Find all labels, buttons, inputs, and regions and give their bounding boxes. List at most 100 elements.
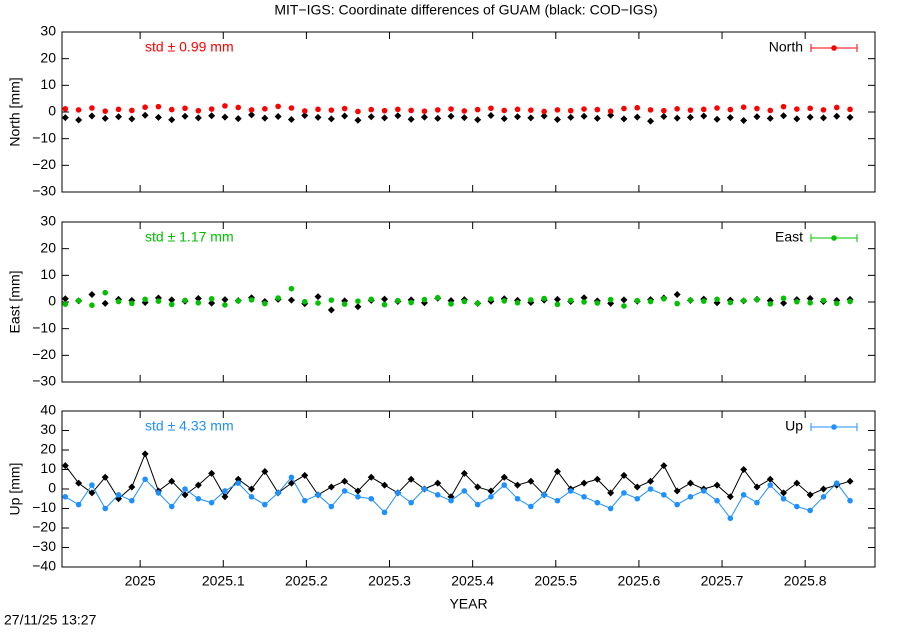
- data-point: [354, 487, 362, 495]
- data-point: [846, 113, 854, 121]
- data-point: [488, 296, 494, 302]
- data-point: [408, 499, 414, 506]
- data-point: [620, 471, 628, 479]
- y-tick-label: 30: [40, 213, 56, 229]
- data-point: [740, 492, 747, 498]
- data-point: [75, 297, 82, 304]
- y-tick-label: 30: [40, 421, 56, 437]
- y-tick-label: −40: [32, 558, 56, 574]
- data-point: [474, 483, 482, 491]
- y-tick-label: 0: [48, 480, 56, 496]
- data-point: [421, 296, 428, 303]
- data-point: [554, 497, 561, 504]
- data-point: [461, 488, 468, 494]
- annotation: std ± 4.33 mm: [145, 418, 234, 434]
- y-tick-label: −10: [32, 129, 56, 145]
- data-point: [740, 297, 747, 304]
- data-point: [354, 303, 362, 311]
- data-point: [593, 114, 601, 122]
- data-point: [581, 299, 587, 305]
- data-point: [367, 473, 375, 481]
- data-point: [155, 490, 162, 496]
- data-point: [115, 492, 122, 498]
- data-point: [395, 297, 401, 304]
- data-point: [607, 111, 615, 119]
- data-point: [528, 503, 534, 510]
- y-tick-label: −30: [32, 538, 56, 554]
- data-point: [567, 297, 574, 304]
- x-tick-label: 2025.6: [618, 573, 661, 589]
- y-tick-label: 20: [40, 441, 56, 457]
- data-point: [514, 495, 521, 502]
- data-point: [647, 486, 654, 492]
- data-point: [819, 114, 827, 122]
- data-point: [101, 299, 109, 307]
- data-point: [155, 298, 162, 305]
- data-point: [115, 298, 122, 305]
- data-point: [434, 107, 441, 113]
- data-point: [195, 495, 202, 502]
- data-point: [447, 112, 455, 120]
- data-point: [581, 106, 587, 112]
- data-point: [634, 104, 641, 111]
- data-point: [807, 300, 813, 306]
- data-point: [141, 111, 149, 119]
- data-point: [222, 103, 228, 109]
- data-point: [248, 494, 255, 500]
- data-point: [488, 494, 494, 500]
- data-point: [341, 301, 348, 307]
- data-point: [820, 494, 827, 500]
- y-tick-label: −30: [32, 373, 56, 389]
- data-point: [607, 489, 615, 497]
- data-point: [621, 303, 627, 309]
- data-point: [793, 115, 801, 123]
- data-point: [780, 299, 788, 307]
- y-tick-label: −30: [32, 183, 56, 199]
- data-point: [88, 489, 96, 497]
- data-point: [208, 106, 215, 112]
- data-point: [101, 473, 109, 481]
- data-point: [501, 482, 508, 488]
- data-point: [553, 295, 561, 303]
- data-point: [767, 482, 774, 488]
- data-point: [580, 479, 588, 487]
- data-point: [128, 115, 136, 123]
- data-point: [594, 499, 601, 506]
- data-point: [713, 481, 721, 489]
- data-point: [262, 106, 268, 112]
- data-point: [700, 106, 707, 113]
- data-point: [820, 107, 827, 113]
- x-tick-label: 2025.7: [701, 573, 744, 589]
- data-point: [607, 108, 614, 114]
- data-point: [674, 501, 680, 508]
- data-point: [354, 116, 362, 124]
- data-point: [487, 487, 495, 495]
- data-point: [833, 112, 841, 120]
- data-point: [754, 296, 760, 303]
- data-point: [514, 106, 521, 113]
- data-point: [420, 113, 428, 121]
- y-tick-label: 0: [48, 103, 56, 119]
- data-point: [421, 108, 428, 114]
- data-point: [673, 114, 681, 122]
- data-point: [102, 289, 109, 296]
- data-point: [235, 480, 242, 486]
- data-point: [753, 483, 761, 491]
- data-point: [221, 493, 229, 501]
- data-point: [621, 490, 627, 496]
- data-point: [847, 106, 853, 113]
- data-point: [248, 297, 255, 303]
- data-point: [434, 492, 441, 498]
- data-point: [700, 112, 708, 120]
- legend-swatch: [831, 45, 837, 51]
- data-point: [501, 298, 508, 304]
- data-point: [528, 297, 534, 303]
- data-point: [714, 296, 720, 303]
- x-tick-label: 2025.3: [368, 573, 411, 589]
- data-point: [315, 106, 321, 113]
- data-point: [727, 515, 734, 522]
- data-point: [301, 108, 308, 114]
- x-tick-label: 2025.2: [285, 573, 328, 589]
- data-point: [222, 302, 228, 308]
- y-tick-label: 40: [40, 402, 56, 418]
